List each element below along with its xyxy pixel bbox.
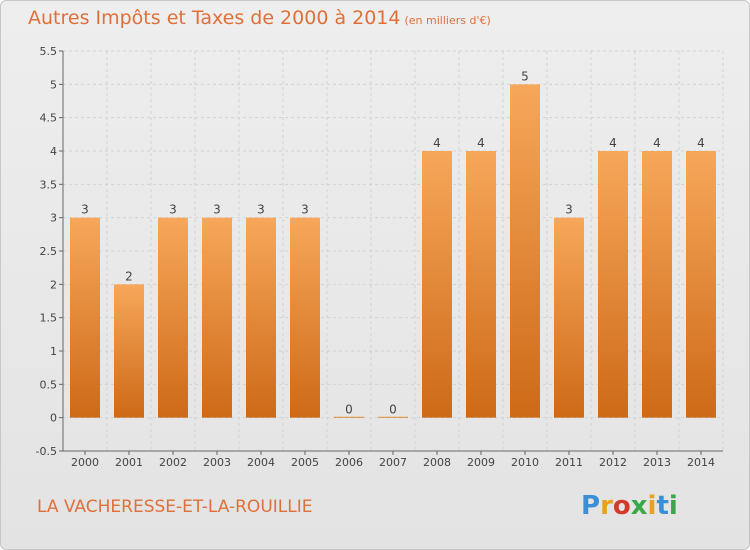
y-tick-label: 2	[50, 278, 57, 291]
x-tick-label-2010: 2010	[511, 456, 539, 469]
logo-letter: P	[581, 491, 601, 521]
bar-2013	[642, 151, 672, 418]
bar-2001	[114, 284, 144, 418]
value-label-2012: 4	[609, 136, 617, 150]
value-label-2002: 3	[169, 203, 177, 217]
value-label-2007: 0	[389, 403, 397, 417]
bar-2003	[202, 217, 232, 418]
x-tick-label-2014: 2014	[687, 456, 715, 469]
logo-letter: o	[612, 491, 631, 521]
x-tick-label-2012: 2012	[599, 456, 627, 469]
chart-title: Autres Impôts et Taxes de 2000 à 2014 (en…	[28, 7, 491, 29]
y-tick-label: 1.5	[40, 312, 58, 325]
x-tick-label-2003: 2003	[203, 456, 231, 469]
x-tick-label-2009: 2009	[467, 456, 495, 469]
value-label-2000: 3	[81, 203, 89, 217]
y-tick-label: 0.5	[40, 378, 58, 391]
bar-2004	[246, 217, 276, 418]
logo-letter: i	[668, 491, 678, 521]
y-tick-label: 4.5	[40, 112, 58, 125]
x-tick-label-2005: 2005	[291, 456, 319, 469]
chart-subtitle: (en milliers d'€)	[404, 14, 491, 27]
y-tick-label: 3	[50, 212, 57, 225]
value-label-2014: 4	[697, 136, 705, 150]
y-tick-label: -0.5	[36, 445, 57, 458]
value-label-2003: 3	[213, 203, 221, 217]
axes	[59, 50, 723, 455]
value-label-2008: 4	[433, 136, 441, 150]
x-tick-label-2006: 2006	[335, 456, 363, 469]
logo-letter: i	[647, 491, 657, 521]
bar-2010	[510, 84, 540, 418]
y-tick-label: 5	[50, 78, 57, 91]
value-label-2001: 2	[125, 269, 133, 283]
x-tick-label-2004: 2004	[247, 456, 275, 469]
bar-2011	[554, 217, 584, 418]
logo-letter: x	[630, 491, 648, 521]
value-label-2009: 4	[477, 136, 485, 150]
logo-letter: t	[656, 491, 669, 521]
logo-letter: r	[600, 491, 613, 521]
bar-2006	[334, 416, 364, 418]
value-label-2005: 3	[301, 203, 309, 217]
value-label-2011: 3	[565, 203, 573, 217]
value-label-2010: 5	[521, 69, 529, 83]
y-tick-label: 5.5	[40, 45, 58, 58]
value-label-2013: 4	[653, 136, 661, 150]
bar-2007	[378, 416, 408, 418]
bar-2012	[598, 151, 628, 418]
value-label-2006: 0	[345, 403, 353, 417]
x-tick-label-2008: 2008	[423, 456, 451, 469]
y-tick-label: 0	[50, 412, 57, 425]
bar-2014	[686, 151, 716, 418]
value-label-2004: 3	[257, 203, 265, 217]
x-tick-label-2007: 2007	[379, 456, 407, 469]
y-tick-label: 2.5	[40, 245, 58, 258]
bars	[70, 84, 716, 418]
x-tick-label-2013: 2013	[643, 456, 671, 469]
y-tick-label: 1	[50, 345, 57, 358]
proxiti-logo: Proxiti	[581, 491, 678, 521]
y-tick-label: 3.5	[40, 178, 58, 191]
labels: -0.5 0 0.5 1 1.5 2 2.5 3 3.5 4 4.5 5 5.5 3 2000 2 2001 3 2…	[36, 45, 715, 469]
bar-2008	[422, 151, 452, 418]
bar-2002	[158, 217, 188, 418]
x-tick-label-2011: 2011	[555, 456, 583, 469]
x-tick-label-2002: 2002	[159, 456, 187, 469]
x-tick-label-2000: 2000	[71, 456, 99, 469]
bar-2009	[466, 151, 496, 418]
commune-name: LA VACHERESSE-ET-LA-ROUILLIE	[37, 497, 313, 517]
x-tick-label-2001: 2001	[115, 456, 143, 469]
bar-2005	[290, 217, 320, 418]
chart-title-text: Autres Impôts et Taxes de 2000 à 2014	[28, 7, 401, 29]
y-tick-label: 4	[50, 145, 57, 158]
bar-2000	[70, 217, 100, 418]
